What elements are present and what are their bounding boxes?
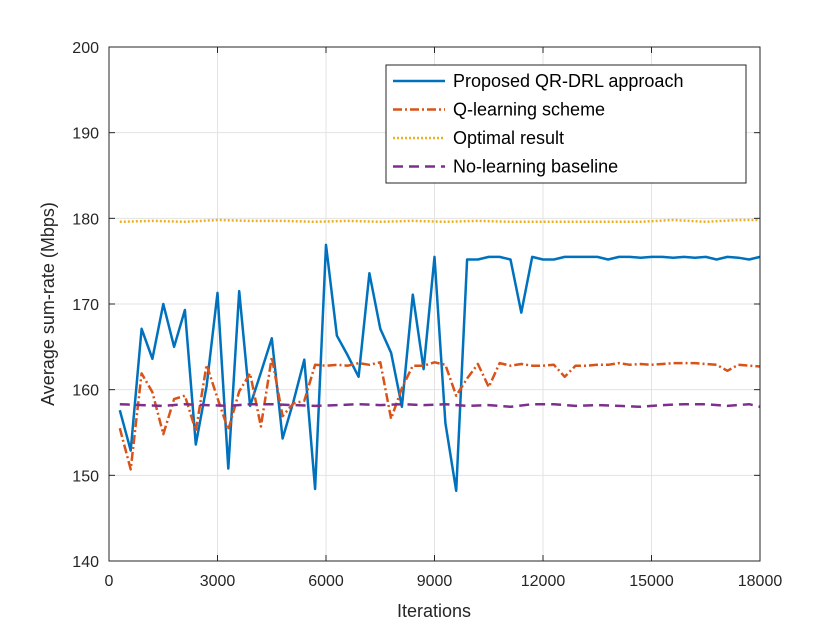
- y-tick-labels: 140 150 160 170 180 190 200: [72, 40, 99, 571]
- x-tick-label: 15000: [629, 573, 674, 590]
- x-tick-label: 12000: [521, 573, 566, 590]
- x-tick-label: 9000: [417, 573, 453, 590]
- y-tick-label: 140: [72, 554, 99, 571]
- axis-ticks: [108, 46, 761, 562]
- x-tick-label: 0: [105, 573, 114, 590]
- y-tick-label: 170: [72, 297, 99, 314]
- data-series: [118, 218, 761, 493]
- legend-label: Proposed QR-DRL approach: [453, 71, 683, 91]
- legend-label: No-learning baseline: [453, 157, 618, 177]
- legend-label: Optimal result: [453, 128, 564, 148]
- x-axis-label: Iterations: [397, 601, 471, 621]
- y-tick-label: 190: [72, 126, 99, 143]
- series-line-2: [118, 355, 761, 471]
- y-tick-label: 180: [72, 211, 99, 228]
- series-line-4: [119, 402, 761, 409]
- legend: Proposed QR-DRL approach Q-learning schem…: [385, 64, 747, 184]
- series-line-3: [119, 218, 760, 224]
- y-tick-label: 200: [72, 40, 99, 57]
- x-tick-label: 18000: [738, 573, 783, 590]
- series-line-1: [118, 243, 761, 493]
- x-tick-labels: 0 3000 6000 9000 12000 15000 18000: [105, 573, 783, 590]
- legend-label: Q-learning scheme: [453, 100, 605, 120]
- y-tick-label: 160: [72, 383, 99, 400]
- legend-box: [385, 64, 747, 184]
- x-tick-label: 6000: [308, 573, 344, 590]
- y-axis-label: Average sum-rate (Mbps): [38, 202, 58, 406]
- x-tick-label: 3000: [200, 573, 236, 590]
- y-tick-label: 150: [72, 468, 99, 485]
